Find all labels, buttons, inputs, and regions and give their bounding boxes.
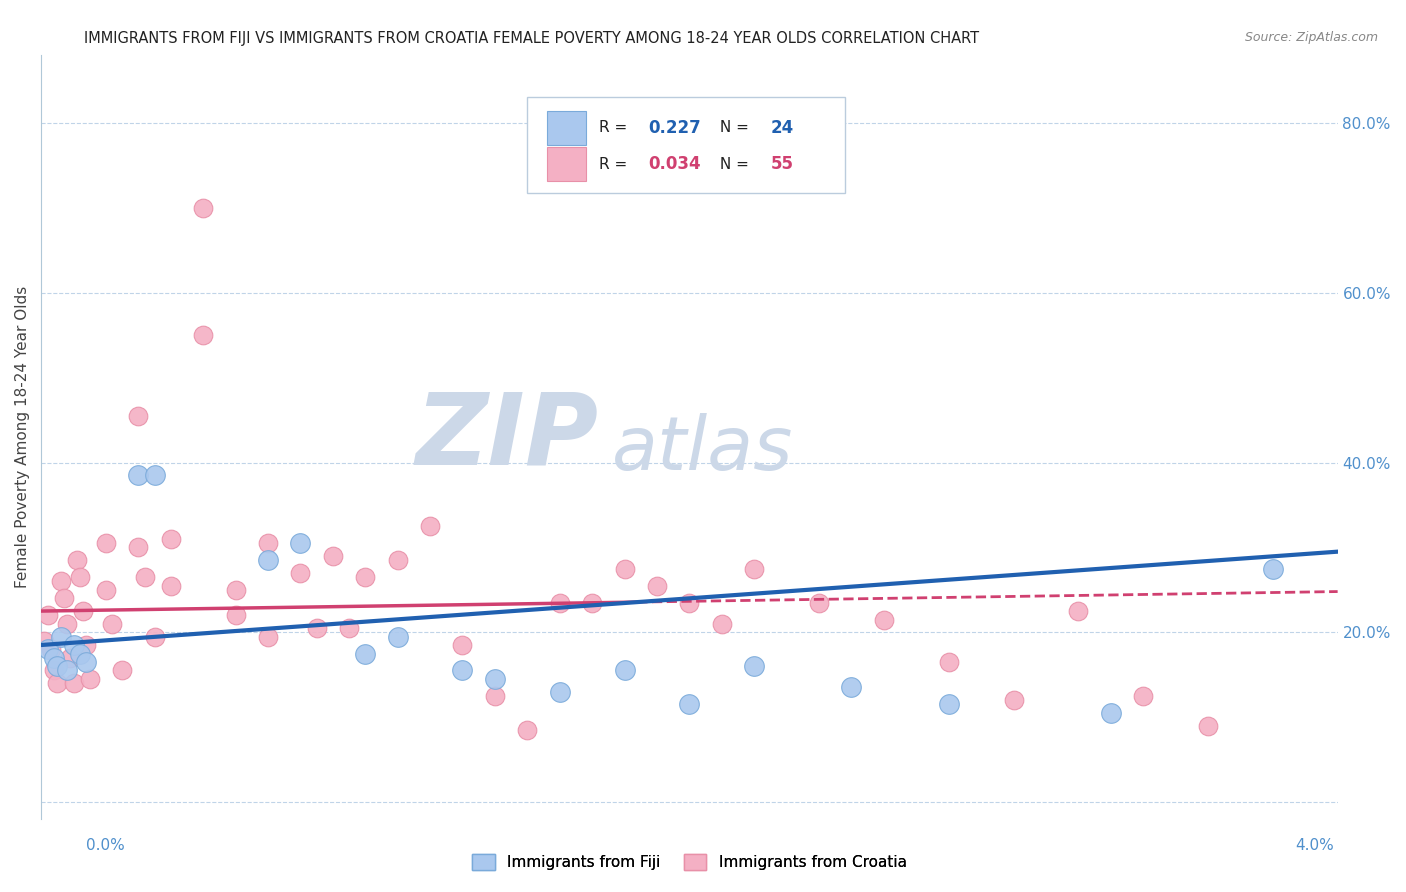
Point [62,676,84,690]
Text: N =: N = [716,120,754,136]
Point [46,659,69,673]
Point [56,616,79,631]
Point [127,541,149,555]
Point [1067,604,1090,618]
Point [873,613,896,627]
Point [322,549,344,563]
Point [337,621,360,635]
Point [66,553,89,567]
Point [484,672,506,686]
Point [159,579,181,593]
Text: 24: 24 [770,119,794,136]
Point [710,616,733,631]
Point [257,536,280,550]
Point [111,664,134,678]
Point [290,566,312,580]
Point [39,642,62,657]
Point [938,698,960,712]
Text: ZIP: ZIP [416,389,599,485]
Point [1132,689,1154,703]
Text: 0.034: 0.034 [648,155,700,173]
Point [42,650,65,665]
Point [548,596,571,610]
Text: IMMIGRANTS FROM FIJI VS IMMIGRANTS FROM CROATIA FEMALE POVERTY AMONG 18-24 YEAR : IMMIGRANTS FROM FIJI VS IMMIGRANTS FROM … [84,31,980,46]
Point [94,536,117,550]
Point [127,409,149,423]
Point [159,532,181,546]
Point [49,574,72,589]
Point [613,561,636,575]
FancyBboxPatch shape [547,111,586,145]
Point [46,676,69,690]
Point [742,561,765,575]
Text: 55: 55 [770,155,794,173]
Point [451,638,474,652]
Point [49,630,72,644]
Point [127,468,149,483]
Point [37,608,59,623]
Point [290,536,312,550]
Point [484,689,506,703]
Point [37,642,59,657]
Point [42,664,65,678]
Text: Source: ZipAtlas.com: Source: ZipAtlas.com [1244,31,1378,45]
Point [193,201,215,215]
Point [69,647,91,661]
FancyBboxPatch shape [527,97,845,193]
Text: 0.0%: 0.0% [86,838,125,853]
Point [143,630,166,644]
Point [76,655,98,669]
Point [678,698,700,712]
Point [94,582,117,597]
Point [451,664,474,678]
FancyBboxPatch shape [547,147,586,181]
Point [225,608,247,623]
Point [134,570,156,584]
Text: N =: N = [716,157,754,172]
Point [1002,693,1025,707]
Point [645,579,668,593]
Point [305,621,328,635]
Point [387,553,409,567]
Point [56,664,79,678]
Point [613,664,636,678]
Point [76,638,98,652]
Text: 0.227: 0.227 [648,119,700,136]
Point [938,655,960,669]
Point [354,647,377,661]
Point [69,570,91,584]
Point [354,570,377,584]
Point [72,604,94,618]
Text: R =: R = [599,157,631,172]
Point [143,468,166,483]
Point [841,681,863,695]
Point [419,519,441,533]
Point [34,633,56,648]
Point [52,591,75,606]
Text: 4.0%: 4.0% [1295,838,1334,853]
Point [678,596,700,610]
Point [516,723,538,737]
Text: R =: R = [599,120,631,136]
Y-axis label: Female Poverty Among 18-24 Year Olds: Female Poverty Among 18-24 Year Olds [15,286,30,588]
Point [742,659,765,673]
Point [1197,719,1219,733]
Point [548,684,571,698]
Point [1099,706,1122,720]
Point [62,638,84,652]
Point [79,672,101,686]
Point [581,596,603,610]
Point [225,582,247,597]
Text: atlas: atlas [612,412,793,484]
Point [257,630,280,644]
Point [1261,561,1284,575]
Point [257,553,280,567]
Point [59,650,82,665]
Point [193,328,215,343]
Legend: Immigrants from Fiji, Immigrants from Croatia: Immigrants from Fiji, Immigrants from Cr… [465,848,912,876]
Point [101,616,124,631]
Point [808,596,831,610]
Point [387,630,409,644]
